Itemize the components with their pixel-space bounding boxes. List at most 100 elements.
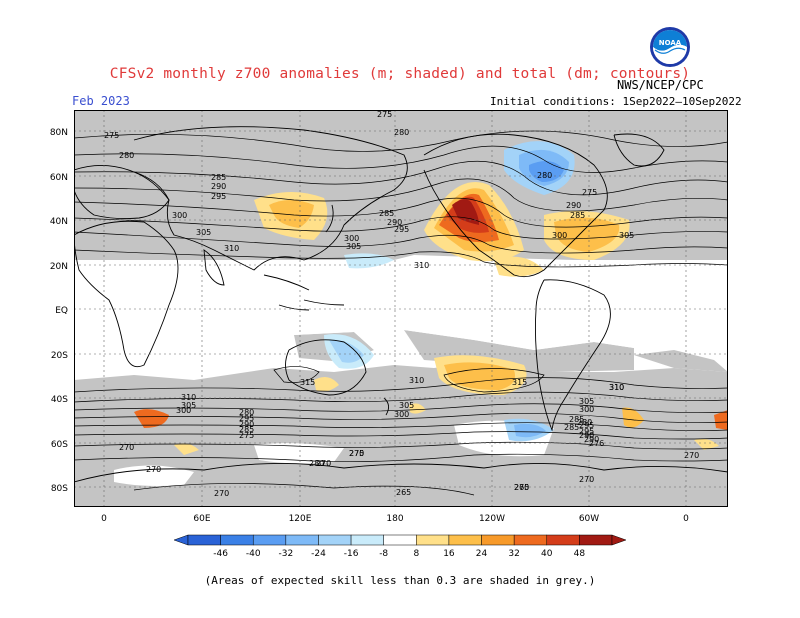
positive-anomalies <box>134 182 728 455</box>
forecast-period: Feb 2023 <box>72 94 130 108</box>
contour-label: 310 <box>609 383 624 392</box>
lat-label: 40N <box>50 217 68 227</box>
contour-label: 290 <box>566 201 581 210</box>
lon-label: 60E <box>193 514 210 524</box>
longitude-axis: 0 60E 120E 180 120W 60W 0 <box>101 514 689 524</box>
contour-label: 275 <box>104 131 119 140</box>
colorbar-tick-label: -40 <box>246 549 261 559</box>
contour-label: 285 <box>570 211 585 220</box>
contour-label: 305 <box>619 231 634 240</box>
contour-label: 300 <box>172 211 187 220</box>
colorbar-swatch <box>285 534 319 546</box>
contour-label: 310 <box>414 261 429 270</box>
colorbar-tick-label: -32 <box>278 549 293 559</box>
contour-label: 305 <box>181 401 196 410</box>
contour-label: 295 <box>394 225 409 234</box>
colorbar-swatch <box>448 534 482 546</box>
contour-label: 315 <box>512 378 527 387</box>
colorbar: -46 -40 -32 -24 -16 -8 8 16 24 32 40 48 <box>173 534 627 559</box>
contour-label: 285 <box>211 173 226 182</box>
colorbar-swatch <box>481 534 515 546</box>
contour-label: 275 <box>239 431 254 440</box>
contour-label: 305 <box>196 228 211 237</box>
lon-label: 120E <box>289 514 312 524</box>
lon-label: 180 <box>386 514 403 524</box>
contour-label: 290 <box>579 431 594 440</box>
height-contours <box>74 130 728 496</box>
contour-label: 270 <box>684 451 699 460</box>
lat-label: 80S <box>51 484 68 494</box>
contour-label: 280 <box>537 171 552 180</box>
contour-label: 270 <box>146 465 161 474</box>
contour-label: 285 <box>569 415 584 424</box>
contour-label: 265 <box>396 488 411 497</box>
colorbar-tick-label: -8 <box>379 549 388 559</box>
anomaly-map: 275 280 285 290 295 300 305 310 275 280 … <box>74 110 728 507</box>
contour-label: 290 <box>387 218 402 227</box>
contour-label: 270 <box>514 483 529 492</box>
colorbar-arrow-right <box>611 534 627 546</box>
colorbar-swatch <box>252 534 287 546</box>
contour-label: 315 <box>300 378 315 387</box>
lat-label: EQ <box>55 306 68 316</box>
contour-label: 310 <box>224 244 239 253</box>
lon-label: 0 <box>101 514 107 524</box>
contour-label: 276 <box>589 439 604 448</box>
contour-label: 310 <box>181 393 196 402</box>
contour-label: 300 <box>344 234 359 243</box>
contour-label: 270 <box>214 489 229 498</box>
contour-label: 265 <box>514 483 529 492</box>
map-title: CFSv2 monthly z700 anomalies (m; shaded)… <box>109 66 691 82</box>
colorbar-tick-label: -24 <box>311 549 326 559</box>
lat-label: 20S <box>51 351 68 361</box>
colorbar-swatch <box>220 534 254 546</box>
contour-label: 270 <box>119 443 134 452</box>
colorbar-arrow-left <box>173 534 189 546</box>
contour-label: 280 <box>239 408 254 417</box>
colorbar-tick-label: 32 <box>508 549 519 559</box>
lat-label: 20N <box>50 262 68 272</box>
contour-label: 270 <box>349 449 364 458</box>
colorbar-swatch <box>579 534 613 546</box>
coastlines <box>74 126 728 483</box>
contour-label: 280 <box>577 418 592 427</box>
contour-label: 270 <box>316 459 331 468</box>
contour-label: 295 <box>579 427 594 436</box>
colorbar-swatch <box>383 534 417 546</box>
lat-label: 80N <box>50 128 68 138</box>
colorbar-swatch <box>350 534 384 546</box>
contour-label: 285 <box>379 209 394 218</box>
contour-label: 305 <box>579 397 594 406</box>
lat-label: 60S <box>51 440 68 450</box>
contour-label: 280 <box>119 151 134 160</box>
contour-label: 305 <box>399 401 414 410</box>
contour-label: 310 <box>609 383 624 392</box>
contour-label: 290 <box>239 420 254 429</box>
contour-label: 275 <box>582 188 597 197</box>
lon-label: 60W <box>579 514 599 524</box>
colorbar-swatch <box>318 534 352 546</box>
svg-text:NOAA: NOAA <box>659 39 682 47</box>
colorbar-tick-label: 48 <box>574 549 586 559</box>
lon-label: 120W <box>479 514 505 524</box>
contour-label: 310 <box>409 376 424 385</box>
contour-labels: 275 280 285 290 295 300 305 310 275 280 … <box>104 110 699 498</box>
agency-label: NWS/NCEP/CPC <box>617 78 704 92</box>
colorbar-swatch <box>546 534 580 546</box>
contour-label: 285 <box>239 425 254 434</box>
contour-label: 300 <box>552 231 567 240</box>
noaa-logo: NOAA <box>650 27 690 67</box>
colorbar-tick-label: 16 <box>443 549 455 559</box>
colorbar-tick-label: -16 <box>344 549 359 559</box>
contour-label: 295 <box>239 414 254 423</box>
contour-label: 295 <box>579 421 594 430</box>
initial-conditions: Initial conditions: 1Sep2022–10Sep2022 <box>490 95 742 108</box>
skill-note: (Areas of expected skill less than 0.3 a… <box>204 574 596 587</box>
colorbar-tick-label: 24 <box>476 549 488 559</box>
contour-label: 290 <box>584 435 599 444</box>
contour-label: 295 <box>211 192 226 201</box>
colorbar-swatch <box>187 534 221 546</box>
contour-label: 300 <box>579 405 594 414</box>
contour-label: 300 <box>394 410 409 419</box>
colorbar-tick-label: -46 <box>213 549 228 559</box>
